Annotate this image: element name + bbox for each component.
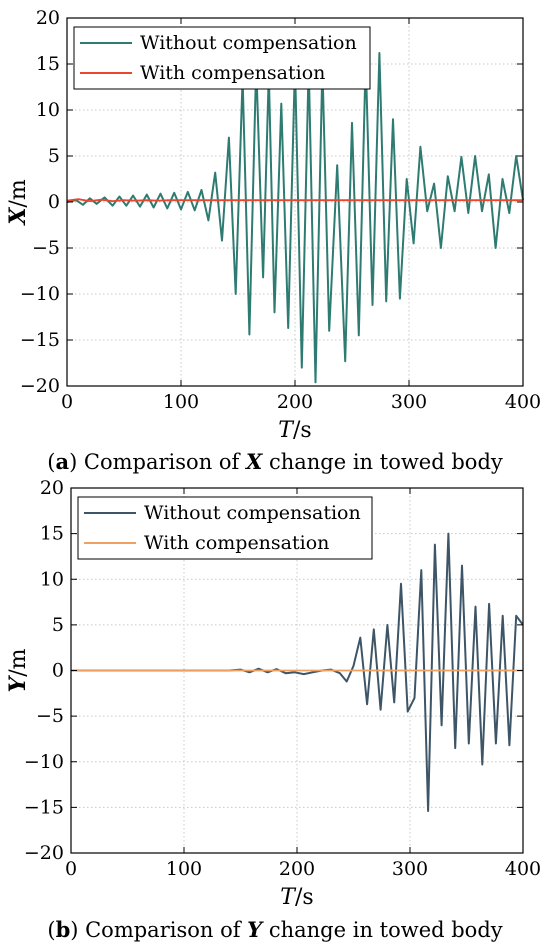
y-tick-label: −5 bbox=[32, 237, 60, 259]
series-line-with-compensation bbox=[66, 198, 523, 202]
figure-caption: (a) Comparison of X change in towed body bbox=[47, 449, 503, 474]
x-tick-label: 400 bbox=[505, 858, 541, 880]
y-tick-label: −20 bbox=[24, 842, 64, 864]
y-tick-label: 0 bbox=[48, 191, 60, 213]
series-line-without-compensation bbox=[66, 52, 524, 384]
y-tick-label: 15 bbox=[36, 53, 60, 75]
y-tick-label: −5 bbox=[36, 705, 64, 727]
y-tick-label: 5 bbox=[52, 614, 64, 636]
x-tick-label: 0 bbox=[65, 858, 77, 880]
legend: Without compensation With compensation bbox=[73, 26, 371, 90]
legend-box bbox=[77, 496, 373, 560]
y-axis-label: X/m bbox=[5, 179, 31, 226]
chart-panel-a: 0 100 200 300 400 −20 −15 −10 −5 0 5 10 15 20 T/s X/m Wi… bbox=[5, 7, 541, 474]
x-tick-label: 300 bbox=[392, 858, 428, 880]
x-tick-label: 100 bbox=[166, 858, 202, 880]
x-tick-label: 400 bbox=[505, 391, 541, 413]
x-tick-label: 100 bbox=[163, 391, 199, 413]
legend-box bbox=[73, 26, 371, 90]
y-tick-label: 15 bbox=[40, 523, 64, 545]
legend-entry: With compensation bbox=[140, 62, 325, 84]
x-tick-label: 0 bbox=[61, 391, 73, 413]
series-line-without-compensation bbox=[71, 532, 524, 812]
x-tick-label: 300 bbox=[391, 391, 427, 413]
figure-caption: (b) Comparison of Y change in towed body bbox=[47, 917, 502, 942]
y-tick-label: 0 bbox=[52, 660, 64, 682]
y-axis-label: Y/m bbox=[5, 648, 31, 692]
x-tick-label: 200 bbox=[277, 391, 313, 413]
y-tick-label: 5 bbox=[48, 145, 60, 167]
x-tick-label: 200 bbox=[279, 858, 315, 880]
y-tick-label: 20 bbox=[40, 477, 64, 499]
y-tick-label: −15 bbox=[24, 796, 64, 818]
y-tick-label: −10 bbox=[20, 283, 60, 305]
y-tick-label: −15 bbox=[20, 329, 60, 351]
y-tick-label: 10 bbox=[36, 99, 60, 121]
y-tick-label: 20 bbox=[36, 7, 60, 29]
legend-entry: Without compensation bbox=[144, 502, 361, 524]
legend-entry: With compensation bbox=[144, 532, 329, 554]
legend-entry: Without compensation bbox=[140, 32, 357, 54]
legend: Without compensation With compensation bbox=[77, 496, 373, 560]
y-tick-label: 10 bbox=[40, 568, 64, 590]
y-tick-label: −20 bbox=[20, 375, 60, 397]
y-tick-label: −10 bbox=[24, 751, 64, 773]
x-axis-label: T/s bbox=[280, 885, 313, 910]
x-axis-label: T/s bbox=[278, 418, 311, 443]
chart-panel-b: 0 100 200 300 400 −20 −15 −10 −5 0 5 10 15 20 T/s Y/m Wi… bbox=[5, 477, 541, 942]
